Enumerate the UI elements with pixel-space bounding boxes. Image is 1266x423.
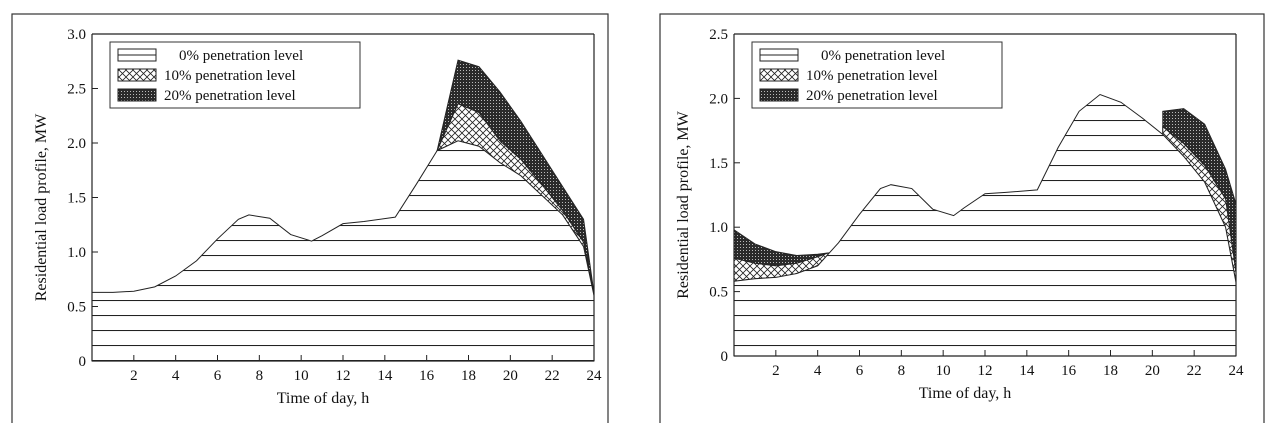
y-tick-label: 0	[79, 354, 87, 370]
y-tick-label: 2.0	[67, 136, 86, 152]
x-tick-label: 16	[1061, 363, 1077, 379]
legend-label: 0% penetration level	[164, 48, 303, 64]
x-tick-label: 14	[1019, 363, 1035, 379]
y-tick-label: 2.5	[67, 82, 86, 98]
area-series-horizontal-lines	[733, 93, 1237, 357]
legend-label: 10% penetration level	[164, 68, 296, 84]
area-series-horizontal-lines	[91, 140, 595, 362]
x-tick-label: 10	[936, 363, 951, 379]
legend-swatch	[117, 88, 157, 102]
y-tick-label: 0.5	[67, 300, 86, 316]
x-tick-label: 24	[1229, 363, 1245, 379]
x-axis-title: Time of day, h	[277, 390, 370, 407]
y-tick-label: 0	[721, 349, 729, 365]
y-tick-label: 1.0	[709, 220, 728, 236]
panel-frame	[11, 13, 609, 423]
x-axis-title: Time of day, h	[919, 385, 1012, 402]
chart-panel-left: 0 0.5 1.0 1.5 2.0 2.5 3.0 2 4 6 8 10 12 14 16 18 20 22 24 T…	[0, 0, 610, 423]
y-tick-label: 0.5	[709, 285, 728, 301]
legend-swatch	[759, 68, 799, 82]
legend-swatch	[759, 88, 799, 102]
y-tick-label: 2.5	[709, 27, 728, 43]
x-tick-label: 14	[377, 368, 393, 384]
x-tick-label: 4	[814, 363, 822, 379]
y-tick-label: 3.0	[67, 27, 86, 43]
x-tick-label: 16	[419, 368, 435, 384]
x-tick-label: 6	[856, 363, 864, 379]
x-tick-label: 12	[336, 368, 351, 384]
legend-label: 20% penetration level	[806, 88, 938, 104]
x-tick-label: 24	[587, 368, 603, 384]
load-profile-chart-left: 00.51.01.52.02.53.02 4 6 8 10 12 14 16 18 20 22 24T…	[11, 13, 609, 423]
legend-label: 20% penetration level	[164, 88, 296, 104]
panel-frame	[659, 13, 1265, 423]
y-axis-title: Residential load profile, MW	[33, 113, 50, 301]
x-tick-label: 20	[503, 368, 518, 384]
legend-label: 0% penetration level	[806, 48, 945, 64]
x-tick-label: 4	[172, 368, 180, 384]
legend-label: 10% penetration level	[806, 68, 938, 84]
x-tick-label: 2	[772, 363, 780, 379]
y-tick-label: 2.0	[709, 91, 728, 107]
x-tick-label: 18	[1103, 363, 1118, 379]
y-tick-label: 1.5	[709, 156, 728, 172]
y-tick-label: 1.0	[67, 245, 86, 261]
x-tick-label: 8	[256, 368, 264, 384]
x-tick-label: 22	[545, 368, 560, 384]
load-profile-chart-right: 00.51.01.52.02.52 4 6 8 10 12 14 16 18 20 22 24Time…	[659, 13, 1265, 423]
y-tick-label: 1.5	[67, 191, 86, 207]
x-tick-label: 6	[214, 368, 222, 384]
x-tick-label: 8	[898, 363, 906, 379]
legend-swatch	[117, 68, 157, 82]
x-tick-label: 22	[1187, 363, 1202, 379]
x-tick-label: 2	[130, 368, 138, 384]
y-axis-title: Residential load profile, MW	[675, 110, 692, 298]
x-tick-label: 20	[1145, 363, 1160, 379]
x-tick-label: 18	[461, 368, 476, 384]
x-tick-label: 12	[978, 363, 993, 379]
x-tick-label: 10	[294, 368, 309, 384]
chart-panel-right: 0 0.5 1.0 1.5 2.0 2.5 2 4 6 8 10 12 14 16 18 20 22 24 Time…	[652, 0, 1266, 423]
